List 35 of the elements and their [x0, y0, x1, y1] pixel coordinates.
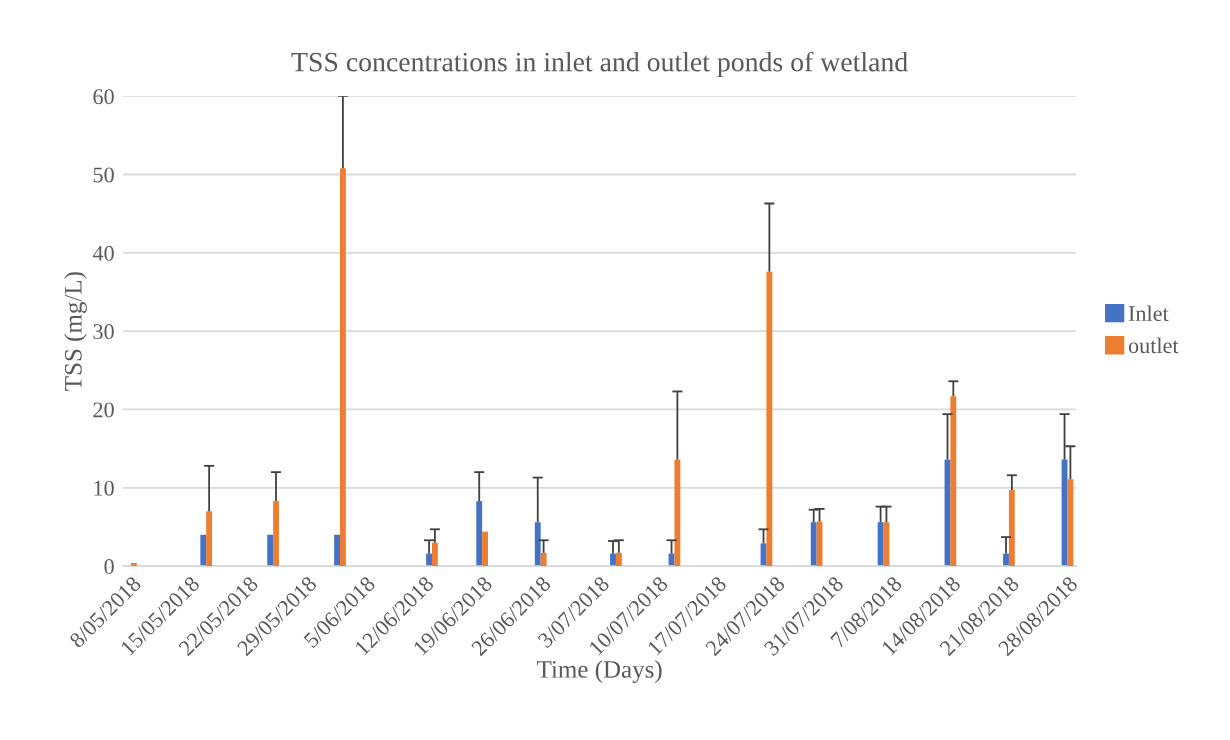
bar [482, 531, 488, 567]
legend-label: Inlet [1128, 305, 1169, 322]
x-axis-title: Time (Days) [537, 660, 662, 684]
bar [267, 534, 274, 567]
y-axis-title: TSS (mg/L) [64, 272, 87, 391]
bar [1003, 553, 1009, 567]
bar [1008, 490, 1015, 567]
bar [476, 501, 483, 567]
bar [1067, 479, 1074, 567]
bar [810, 522, 817, 567]
bar [426, 553, 432, 567]
bar [431, 542, 438, 567]
y-tick-label: 20 [93, 402, 114, 418]
bar [534, 522, 541, 567]
y-tick-label: 30 [93, 324, 114, 340]
bar [950, 396, 957, 567]
bar [674, 459, 681, 567]
bar [206, 511, 213, 567]
legend-label: outlet [1128, 337, 1179, 354]
bar [334, 534, 340, 567]
y-tick-label: 50 [93, 167, 114, 183]
bar [130, 562, 137, 567]
y-tick-label: 10 [94, 480, 114, 496]
bar [610, 553, 616, 567]
bar [877, 522, 884, 567]
bar [200, 534, 207, 567]
bar [766, 271, 773, 567]
chart-title: TSS concentrations in inlet and outlet ponds of wetland [291, 51, 908, 78]
y-tick-label: 0 [104, 559, 114, 575]
y-tick-label: 60 [93, 89, 114, 105]
bar [615, 552, 622, 567]
y-tick-label: 40 [92, 245, 114, 261]
bar [339, 168, 346, 567]
bar [540, 552, 547, 567]
bar [273, 501, 279, 567]
